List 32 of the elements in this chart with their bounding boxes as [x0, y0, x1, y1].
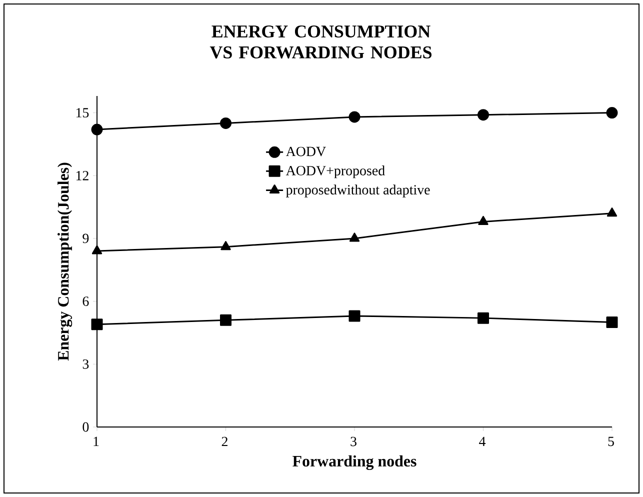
- point: [349, 232, 360, 242]
- point: [220, 314, 232, 326]
- x-tick-label: 5: [608, 436, 614, 446]
- point: [478, 312, 490, 324]
- y-axis-title: Energy Consumption(Joules): [58, 162, 72, 361]
- point: [220, 117, 232, 129]
- y-tick-label: 12: [76, 170, 88, 180]
- point: [606, 316, 618, 328]
- x-tick-label: 4: [479, 436, 486, 446]
- y-tick-label: 15: [76, 108, 89, 118]
- point: [478, 109, 490, 121]
- legend-label: proposedwithout adaptive: [286, 184, 430, 198]
- point: [606, 208, 618, 217]
- y-tick-label: 9: [82, 234, 89, 244]
- point: [91, 124, 103, 136]
- point: [92, 245, 102, 254]
- y-tick-label: 6: [82, 296, 89, 306]
- point: [220, 241, 231, 250]
- point: [348, 310, 360, 322]
- point: [478, 216, 488, 225]
- legend-label: AODV+proposed: [286, 166, 385, 178]
- x-tick-label: 3: [350, 436, 356, 446]
- point: [91, 318, 103, 330]
- y-tick-label: 0: [82, 422, 89, 432]
- x-axis-title: Forwarding nodes: [292, 455, 416, 470]
- point: [348, 111, 360, 123]
- legend-label: AODV: [286, 146, 326, 156]
- point: [606, 107, 618, 119]
- y-tick-label: 3: [82, 359, 89, 369]
- chart-title: ENERGY CONSUMPTION VS FORWARDING NODES: [210, 25, 432, 59]
- x-tick-label: 1: [94, 436, 99, 446]
- x-tick-label: 2: [222, 436, 228, 446]
